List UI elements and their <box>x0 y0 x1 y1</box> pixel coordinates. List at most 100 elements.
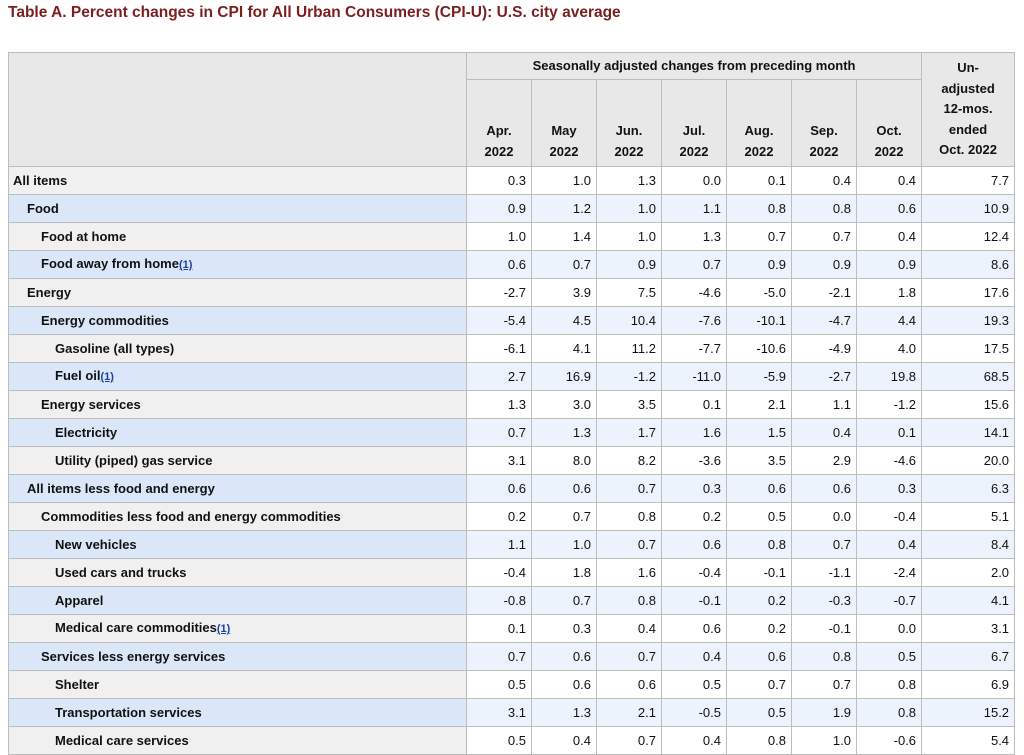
value-cell: 0.7 <box>661 250 727 279</box>
value-cell: -5.4 <box>466 306 532 335</box>
value-cell: -0.1 <box>791 614 857 643</box>
value-cell: 1.0 <box>596 194 662 223</box>
value-cell: -2.7 <box>466 278 532 307</box>
value-cell: 1.7 <box>596 418 662 447</box>
value-cell: 0.2 <box>661 502 727 531</box>
header-month-sep: Sep. 2022 <box>791 79 857 167</box>
value-cell: 0.8 <box>855 698 923 727</box>
value-cell: 1.6 <box>596 558 662 587</box>
table-row: Energy services 1.3 3.0 3.5 0.1 2.1 1.1 -1.2 15.… <box>8 390 1016 419</box>
row-label-text: Energy commodities <box>41 312 169 328</box>
value-cell: 4.4 <box>855 306 923 335</box>
value-cell: 1.5 <box>726 418 792 447</box>
unadjusted-line: Oct. 2022 <box>939 142 997 158</box>
value-cell: -0.3 <box>791 586 857 615</box>
value-cell: 4.1 <box>531 334 597 363</box>
value-cell: 16.9 <box>531 362 597 391</box>
row-label: Medical care commodities(1) <box>8 614 467 643</box>
value-cell: 0.2 <box>726 586 792 615</box>
table-row: Gasoline (all types) -6.1 4.1 11.2 -7.7 -10.6… <box>8 334 1016 363</box>
value-cell: 0.9 <box>466 194 532 223</box>
value-cell: 2.7 <box>466 362 532 391</box>
value-cell: -10.6 <box>726 334 792 363</box>
value-cell: 0.6 <box>791 474 857 503</box>
row-label-text: Used cars and trucks <box>55 564 187 580</box>
value-cell: 0.7 <box>791 222 857 251</box>
value-cell: 8.4 <box>921 530 1016 559</box>
value-cell: 8.6 <box>921 250 1016 279</box>
value-cell: 10.4 <box>596 306 662 335</box>
value-cell: 0.8 <box>726 530 792 559</box>
value-cell: -0.1 <box>726 558 792 587</box>
footnote-link[interactable]: (1) <box>100 371 114 383</box>
month-label: Oct. <box>876 123 902 138</box>
value-cell: -7.6 <box>661 306 727 335</box>
footnote-link[interactable]: (1) <box>178 259 193 271</box>
table-row: Fuel oil(1) 2.7 16.9 -1.2 -11.0 -5.9 -2.7 19.8 6… <box>8 362 1016 391</box>
table-body: All items 0.3 1.0 1.3 0.0 0.1 0.4 0.4 7.7 Food 0.9… <box>8 166 1016 755</box>
footnote-link[interactable]: (1) <box>216 623 231 635</box>
value-cell: 0.8 <box>726 194 792 223</box>
table-row: Food 0.9 1.2 1.0 1.1 0.8 0.8 0.6 10.9 <box>8 194 1016 223</box>
value-cell: 0.8 <box>791 642 857 671</box>
table-row: Medical care services 0.5 0.4 0.7 0.4 0.8 1.0-… <box>8 726 1016 755</box>
value-cell: 0.6 <box>726 474 792 503</box>
table-row: Apparel -0.8 0.7 0.8 -0.1 0.2 -0.3 -0.7 4.1 <box>8 586 1016 615</box>
value-cell: 1.1 <box>791 390 857 419</box>
table-row: Utility (piped) gas service 3.1 8.0 8.2 -3.6… <box>8 446 1016 475</box>
row-label: Food at home <box>8 222 467 251</box>
value-cell: 7.7 <box>921 166 1016 195</box>
value-cell: 0.4 <box>855 530 923 559</box>
value-cell: 1.2 <box>531 194 597 223</box>
header-month-may: May 2022 <box>531 79 597 167</box>
value-cell: 11.2 <box>596 334 662 363</box>
value-cell: 5.1 <box>921 502 1016 531</box>
year-label: 2022 <box>874 143 904 159</box>
table-row: Shelter 0.5 0.6 0.6 0.5 0.7 0.7 0.8 6.9 <box>8 670 1016 699</box>
row-label: Used cars and trucks <box>8 558 467 587</box>
header-month-aug: Aug. 2022 <box>726 79 792 167</box>
month-label: Jul. <box>682 123 706 138</box>
value-cell: 1.3 <box>596 166 662 195</box>
table-row: Medical care commodities(1) 0.1 0.3 0.4 0.6 0… <box>8 614 1016 643</box>
value-cell: 0.1 <box>726 166 792 195</box>
value-cell: 14.1 <box>921 418 1016 447</box>
value-cell: -4.6 <box>855 446 923 475</box>
value-cell: 0.2 <box>466 502 532 531</box>
row-label-text: All items <box>13 172 68 188</box>
value-cell: 0.6 <box>531 474 597 503</box>
month-label: May <box>551 123 577 138</box>
value-cell: 15.2 <box>921 698 1016 727</box>
value-cell: 1.3 <box>531 418 597 447</box>
table-row: All items less food and energy 0.6 0.6 0.7 0… <box>8 474 1016 503</box>
row-label-text: Shelter <box>55 676 100 692</box>
value-cell: 68.5 <box>921 362 1016 391</box>
table-row: Commodities less food and energy commodi… <box>8 502 1016 531</box>
value-cell: 0.6 <box>855 194 923 223</box>
row-label-text: Medical care services <box>55 732 189 748</box>
header-month-jul: Jul. 2022 <box>661 79 727 167</box>
month-label: Sep. <box>810 123 838 138</box>
row-label: Gasoline (all types) <box>8 334 467 363</box>
value-cell: 6.7 <box>921 642 1016 671</box>
value-cell: 0.5 <box>726 502 792 531</box>
value-cell: -6.1 <box>466 334 532 363</box>
value-cell: 0.6 <box>531 670 597 699</box>
value-cell: 0.7 <box>726 670 792 699</box>
value-cell: 3.0 <box>531 390 597 419</box>
value-cell: 0.4 <box>855 166 923 195</box>
row-label: Medical care services <box>8 726 467 755</box>
value-cell: 0.5 <box>466 670 532 699</box>
value-cell: 0.6 <box>466 250 532 279</box>
row-label-text: New vehicles <box>55 536 137 552</box>
month-label: Jun. <box>615 123 643 138</box>
unadjusted-line: Un- <box>957 60 979 76</box>
value-cell: 4.1 <box>921 586 1016 615</box>
value-cell: 0.0 <box>791 502 857 531</box>
header-month-oct: Oct. 2022 <box>855 79 923 167</box>
header-month-jun: Jun. 2022 <box>596 79 662 167</box>
year-label: 2022 <box>614 143 644 159</box>
value-cell: 0.9 <box>726 250 792 279</box>
value-cell: 0.7 <box>596 530 662 559</box>
row-label-text: Food at home <box>41 228 127 244</box>
